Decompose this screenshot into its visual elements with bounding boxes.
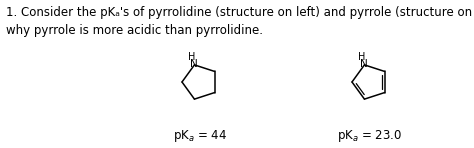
Text: N: N [360,59,368,69]
Text: pK$_a$ = 44: pK$_a$ = 44 [173,128,227,144]
Text: N: N [190,59,198,69]
Text: pK$_a$ = 23.0: pK$_a$ = 23.0 [337,128,402,144]
Text: 1. Consider the pKₐ's of pyrrolidine (structure on left) and pyrrole (structure : 1. Consider the pKₐ's of pyrrolidine (st… [6,6,474,37]
Text: H: H [358,52,365,62]
Text: H: H [188,52,196,62]
